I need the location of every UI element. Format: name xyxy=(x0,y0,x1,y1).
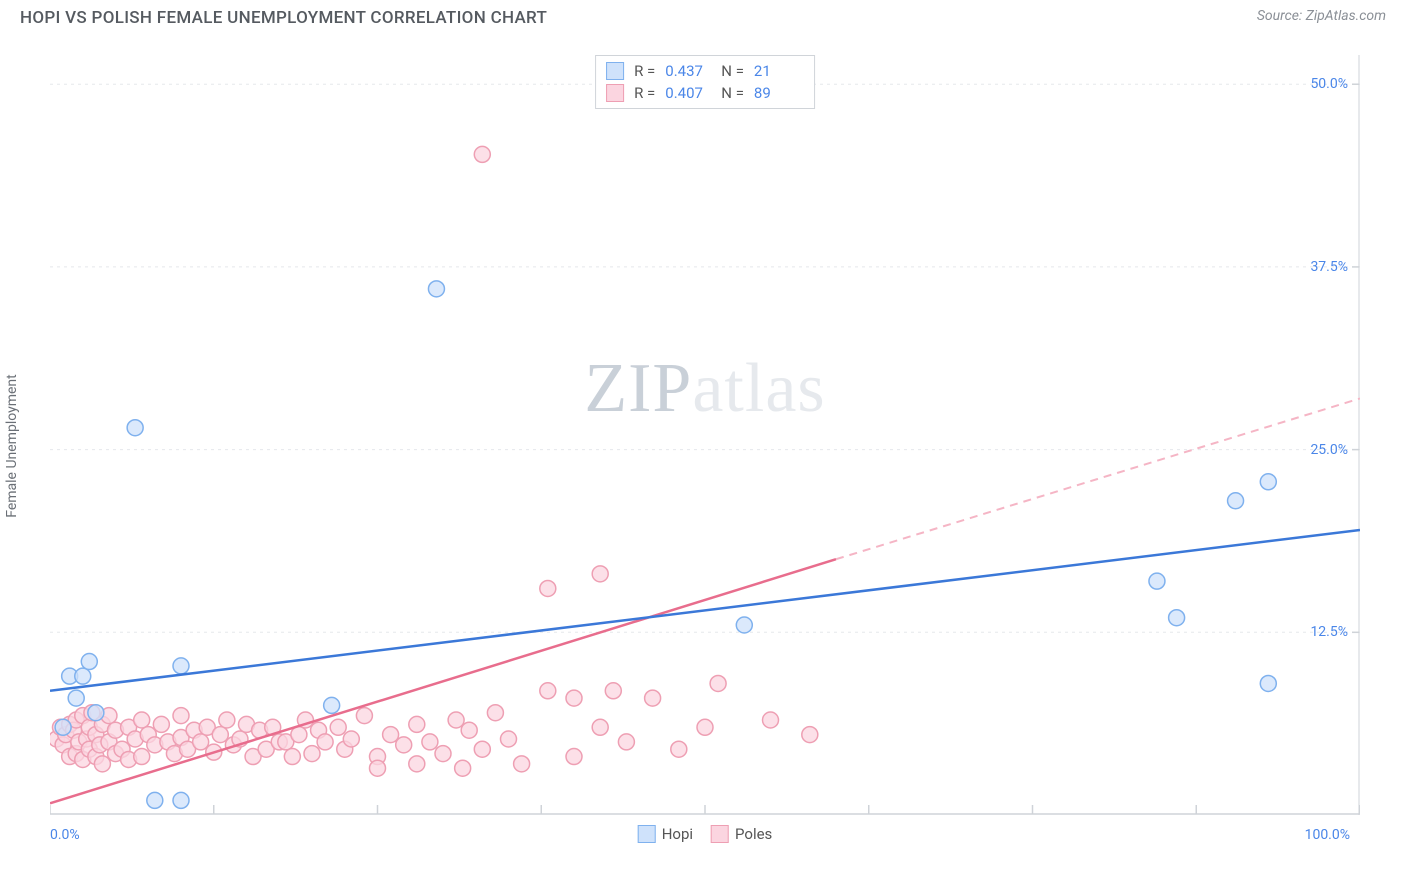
x-tick-max: 100.0% xyxy=(1305,827,1350,843)
legend-item-poles: Poles xyxy=(711,825,772,843)
chart-header: HOPI VS POLISH FEMALE UNEMPLOYMENT CORRE… xyxy=(0,0,1406,32)
hopi-swatch-icon xyxy=(606,62,624,80)
correlation-legend: R = 0.437 N = 21 R = 0.407 N = 89 xyxy=(595,55,815,109)
y-tick-label: 25.0% xyxy=(1310,442,1348,458)
series-legend: Hopi Poles xyxy=(638,825,773,843)
chart-plot-area: ZIPatlas R = 0.437 N = 21 R = 0.407 N = … xyxy=(50,55,1360,815)
poles-swatch-icon xyxy=(711,825,729,843)
hopi-swatch-icon xyxy=(638,825,656,843)
y-axis-label: Female Unemployment xyxy=(4,374,20,518)
source-attribution: Source: ZipAtlas.com xyxy=(1257,8,1386,24)
y-tick-label: 50.0% xyxy=(1310,76,1348,92)
legend-item-hopi: Hopi xyxy=(638,825,693,843)
scatter-plot-svg xyxy=(50,55,1360,815)
poles-swatch-icon xyxy=(606,84,624,102)
y-tick-label: 12.5% xyxy=(1310,624,1348,640)
chart-title: HOPI VS POLISH FEMALE UNEMPLOYMENT CORRE… xyxy=(20,8,547,28)
legend-row-hopi: R = 0.437 N = 21 xyxy=(606,60,800,82)
legend-row-poles: R = 0.407 N = 89 xyxy=(606,82,800,104)
y-tick-label: 37.5% xyxy=(1310,259,1348,275)
x-tick-min: 0.0% xyxy=(50,827,80,843)
